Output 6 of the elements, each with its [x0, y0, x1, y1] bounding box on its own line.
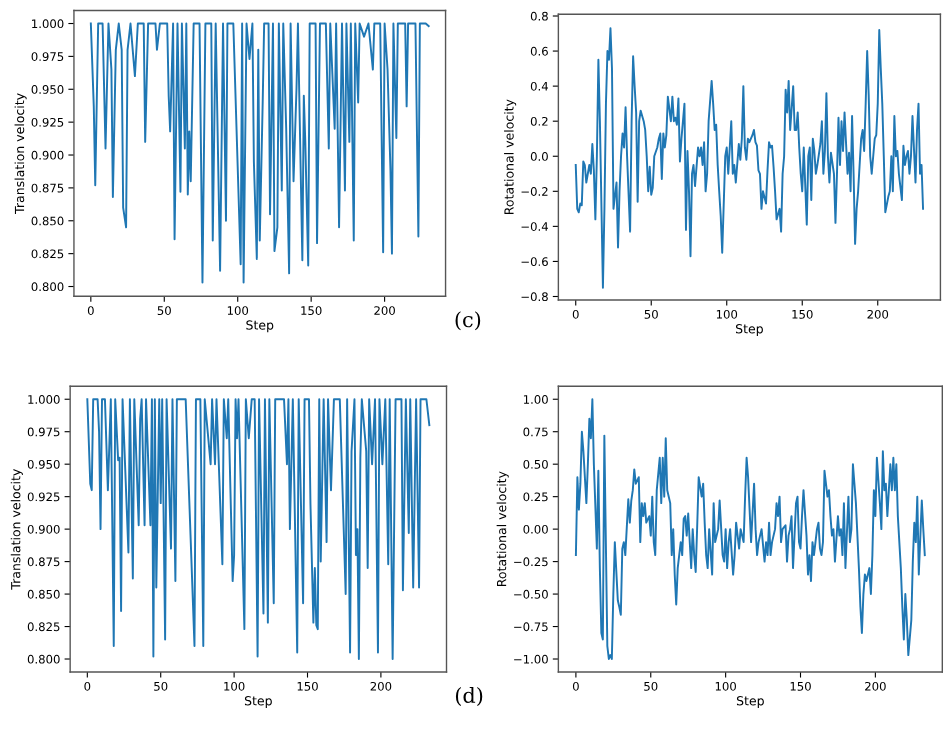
text: (c): [455, 311, 481, 331]
line-series: [574, 398, 926, 660]
line-series: [574, 27, 925, 289]
line-series: [86, 398, 431, 660]
text: (d): [455, 686, 483, 706]
line-series: [89, 22, 430, 284]
